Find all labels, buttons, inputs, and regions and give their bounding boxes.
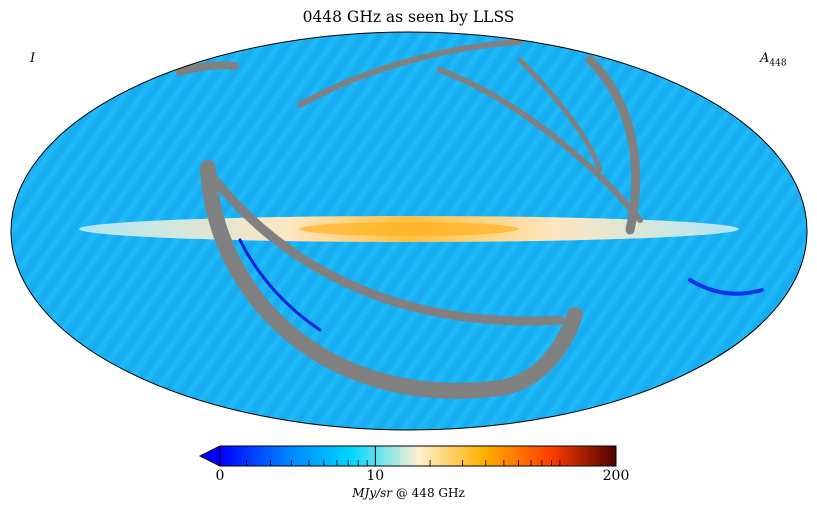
low-arc-2 [238, 238, 322, 332]
missing-arc-2 [210, 175, 565, 326]
colorbar-label-rest: @ 448 GHz [392, 486, 465, 500]
component-label-main: A [760, 51, 770, 66]
colorbar-label: MJy/sr @ 448 GHz [0, 486, 817, 500]
missing-arc-7 [176, 61, 239, 76]
colorbar-fill [220, 446, 616, 466]
colorbar-extend-arrow [200, 446, 220, 466]
stokes-label: I [30, 51, 36, 66]
missing-arc-1 [200, 160, 583, 399]
component-label: A448 [760, 51, 787, 69]
missing-arc-3 [297, 39, 523, 108]
colorbar-tick-label: 10 [366, 468, 385, 484]
missing-arc-5 [585, 55, 641, 235]
galactic-center [299, 222, 519, 236]
component-label-sub: 448 [769, 58, 787, 69]
colorbar-outline [198, 445, 617, 467]
colorbar-unit: MJy/sr [352, 486, 393, 500]
map-outline [10, 31, 808, 431]
missing-data-arcs [176, 39, 764, 399]
colorbar-tick-label: 200 [602, 468, 630, 484]
colorbar [198, 445, 617, 467]
chart-title: 0448 GHz as seen by LLSS [302, 8, 515, 26]
missing-arc-4 [437, 67, 643, 223]
missing-arc-6 [517, 57, 603, 173]
low-arc-1 [688, 278, 764, 296]
colorbar-ticks [219, 446, 617, 466]
colorbar-tick-label: 0 [215, 468, 225, 484]
